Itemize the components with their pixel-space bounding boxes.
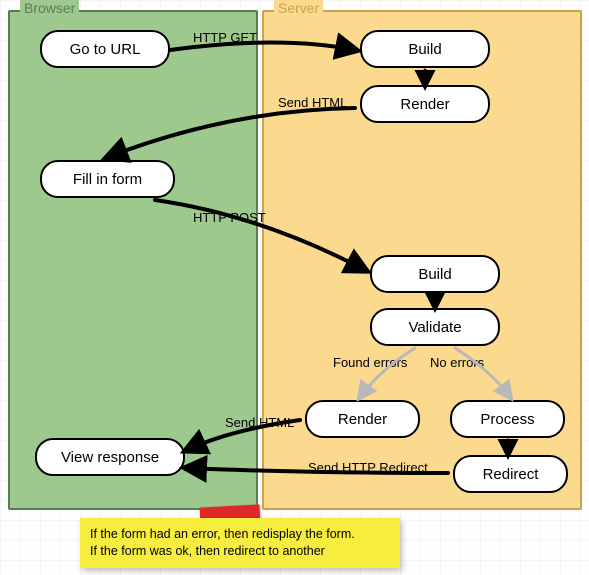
panel-browser-label: Browser — [20, 0, 79, 16]
edge-label-send-redirect: Send HTTP Redirect — [308, 460, 428, 475]
node-fill-in-form: Fill in form — [40, 160, 175, 198]
node-process: Process — [450, 400, 565, 438]
node-label: Redirect — [483, 466, 539, 483]
sticky-line-2: If the form was ok, then redirect to ano… — [90, 543, 390, 560]
node-label: Validate — [408, 319, 461, 336]
edge-label-send-html-2: Send HTML — [225, 415, 294, 430]
node-label: View response — [61, 449, 159, 466]
node-render-2: Render — [305, 400, 420, 438]
panel-server-label: Server — [274, 0, 323, 16]
edge-label-http-post: HTTP POST — [193, 210, 266, 225]
node-label: Render — [338, 411, 387, 428]
edge-label-send-html-1: Send HTML — [278, 95, 347, 110]
edge-label-found-errors: Found errors — [333, 355, 407, 370]
node-label: Build — [418, 266, 451, 283]
node-build-2: Build — [370, 255, 500, 293]
node-goto-url: Go to URL — [40, 30, 170, 68]
node-label: Process — [480, 411, 534, 428]
node-build-1: Build — [360, 30, 490, 68]
node-view-response: View response — [35, 438, 185, 476]
edge-label-no-errors: No errors — [430, 355, 484, 370]
node-label: Go to URL — [70, 41, 141, 58]
edge-label-http-get: HTTP GET — [193, 30, 257, 45]
node-label: Fill in form — [73, 171, 142, 188]
node-label: Render — [400, 96, 449, 113]
node-render-1: Render — [360, 85, 490, 123]
node-label: Build — [408, 41, 441, 58]
node-redirect: Redirect — [453, 455, 568, 493]
sticky-note: If the form had an error, then redisplay… — [80, 518, 400, 568]
panel-browser: Browser — [8, 10, 258, 510]
node-validate: Validate — [370, 308, 500, 346]
sticky-line-1: If the form had an error, then redisplay… — [90, 526, 390, 543]
